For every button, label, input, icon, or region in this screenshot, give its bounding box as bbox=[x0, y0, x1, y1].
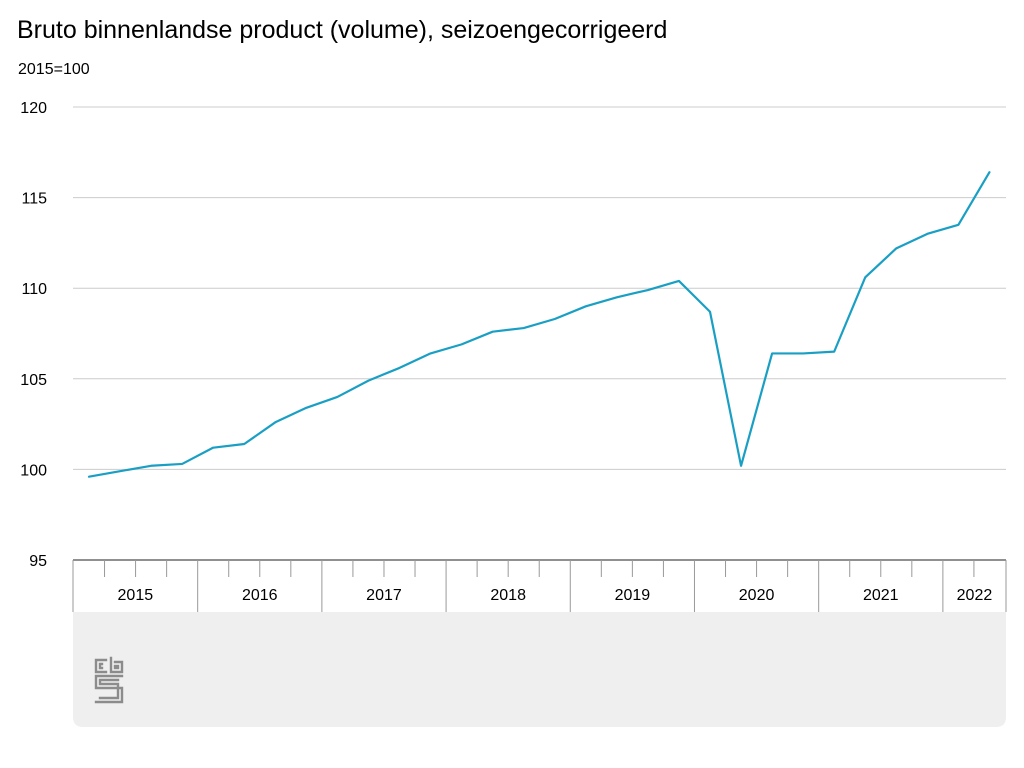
data-point bbox=[739, 464, 742, 467]
year-label-2020: 2020 bbox=[739, 587, 775, 604]
data-point bbox=[584, 305, 587, 308]
data-point bbox=[864, 276, 867, 279]
data-point bbox=[957, 223, 960, 226]
data-point bbox=[460, 343, 463, 346]
y-tick-label-95: 95 bbox=[29, 553, 47, 570]
data-point bbox=[615, 296, 618, 299]
data-point bbox=[367, 379, 370, 382]
data-point bbox=[243, 442, 246, 445]
y-axis-unit-label: 2015=100 bbox=[18, 61, 90, 78]
data-point bbox=[336, 395, 339, 398]
data-point bbox=[274, 421, 277, 424]
data-point bbox=[150, 464, 153, 467]
data-point bbox=[708, 310, 711, 313]
series-layer bbox=[87, 171, 991, 478]
data-point bbox=[895, 247, 898, 250]
data-point bbox=[677, 279, 680, 282]
year-label-2015: 2015 bbox=[118, 587, 154, 604]
year-label-2018: 2018 bbox=[490, 587, 526, 604]
series-line-0 bbox=[87, 171, 991, 478]
chart-title: Bruto binnenlandse product (volume), sei… bbox=[17, 16, 668, 44]
data-point bbox=[802, 352, 805, 355]
cbs-logo-icon bbox=[92, 656, 126, 706]
data-point bbox=[771, 352, 774, 355]
data-point bbox=[491, 330, 494, 333]
y-tick-label-105: 105 bbox=[20, 372, 47, 389]
y-tick-label-120: 120 bbox=[20, 100, 47, 117]
data-point bbox=[87, 475, 90, 478]
y-tick-label-115: 115 bbox=[21, 191, 47, 208]
year-label-2022: 2022 bbox=[957, 587, 993, 604]
data-point bbox=[398, 366, 401, 369]
data-point bbox=[212, 446, 215, 449]
y-tick-label-100: 100 bbox=[20, 462, 47, 479]
y-tick-label-110: 110 bbox=[21, 281, 47, 298]
data-point bbox=[305, 406, 308, 409]
year-label-2021: 2021 bbox=[863, 587, 899, 604]
year-label-2017: 2017 bbox=[366, 587, 402, 604]
data-point bbox=[553, 317, 556, 320]
year-label-2016: 2016 bbox=[242, 587, 278, 604]
data-point bbox=[833, 350, 836, 353]
data-point bbox=[646, 288, 649, 291]
x-axis: 2015 2016 2017 2018 2019 2020 2021 2022 bbox=[72, 559, 1007, 612]
y-axis-ticks: 95 100 105 110 115 120 bbox=[20, 100, 47, 570]
data-point bbox=[926, 232, 929, 235]
data-point bbox=[988, 171, 991, 174]
data-point bbox=[522, 326, 525, 329]
data-point bbox=[118, 470, 121, 473]
data-point bbox=[181, 462, 184, 465]
gridlines bbox=[73, 106, 1006, 470]
year-label-2019: 2019 bbox=[615, 587, 651, 604]
data-point bbox=[429, 352, 432, 355]
